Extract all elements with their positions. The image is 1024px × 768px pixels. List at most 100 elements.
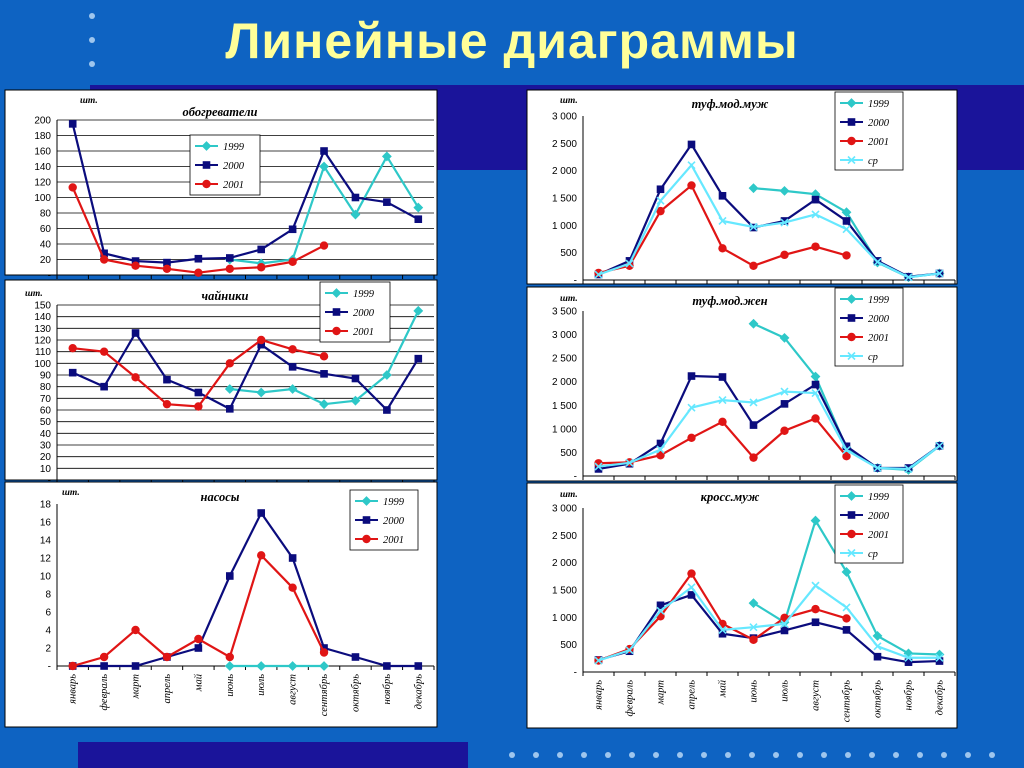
chart-title: обогреватели (183, 105, 258, 119)
legend-label: 1999 (868, 99, 890, 110)
y-tick-label: 160 (34, 147, 51, 158)
x-tick-label: май (718, 679, 729, 698)
decor-dot (989, 752, 995, 758)
legend-label: 2000 (868, 511, 890, 522)
data-point (842, 446, 851, 455)
data-point (194, 634, 203, 644)
legend-marker (201, 141, 212, 151)
decor-dot (89, 13, 95, 19)
data-point (718, 417, 727, 426)
data-point (288, 225, 297, 234)
legend-marker (847, 529, 856, 539)
legend-label: ср (868, 352, 878, 363)
legend-marker (331, 288, 342, 298)
series-line (71, 123, 419, 264)
data-point (811, 414, 820, 423)
legend-marker (846, 98, 857, 108)
legend-marker (847, 118, 856, 126)
legend-marker (847, 314, 856, 322)
decor-dot (533, 752, 539, 758)
legend-label: 2000 (353, 308, 375, 319)
decor-dot (869, 752, 875, 758)
series-line (72, 510, 419, 668)
series-ср (594, 161, 944, 282)
data-point (68, 120, 77, 128)
y-tick-label: 150 (34, 301, 51, 312)
data-point (194, 388, 203, 397)
x-tick-label: август (811, 680, 822, 711)
data-point (718, 192, 727, 200)
data-point (718, 216, 727, 226)
y-tick-label: 80 (40, 209, 52, 220)
x-tick-label: август (288, 674, 299, 705)
y-tick-label: 90 (40, 371, 52, 382)
unit-label: шт. (80, 96, 98, 106)
chart-sneakers-men: 3 000 2 500 2 000 1 500 1 000 500 - январь февра… (526, 482, 958, 729)
chart-title: насосы (201, 490, 240, 504)
y-tick-label: 1 000 (552, 221, 577, 232)
data-point (935, 269, 944, 278)
chart-heaters: 200 180 160 140 120 100 80 60 40 20 - обогреватели ш… (4, 89, 438, 282)
unit-label: шт. (560, 490, 578, 500)
legend-label: ср (868, 549, 878, 560)
series-1999 (224, 661, 329, 671)
decor-dot (701, 752, 707, 758)
data-point (257, 509, 266, 517)
y-tick-label: 500 (560, 248, 577, 259)
data-point (904, 464, 913, 473)
data-point (256, 661, 267, 671)
data-point (131, 662, 140, 670)
data-point (811, 618, 820, 627)
data-point (257, 245, 266, 254)
x-tick-label: март (131, 674, 142, 700)
data-point (194, 402, 203, 411)
data-point (811, 195, 820, 204)
data-point (68, 343, 77, 353)
data-point (656, 196, 665, 205)
decor-dot (773, 752, 779, 758)
y-tick-label: 20 (40, 255, 52, 266)
data-point (873, 257, 882, 267)
data-point (288, 583, 297, 592)
data-point (131, 373, 140, 382)
data-point (749, 453, 758, 462)
legend-label: 1999 (383, 497, 405, 508)
decor-dot (629, 752, 635, 758)
legend-label: 1999 (223, 142, 245, 153)
legend-box (834, 287, 904, 367)
data-point (68, 368, 77, 377)
y-tick-label: 120 (34, 178, 51, 189)
chart-shoes-men: 3 000 2 500 2 000 1 500 1 000 500 - туф.мод.муж… (526, 89, 958, 287)
decor-dot (89, 61, 95, 67)
data-point (780, 400, 789, 408)
y-tick-label: 140 (34, 162, 51, 173)
data-point (383, 198, 391, 206)
x-tick-label: сентябрь (842, 680, 853, 723)
y-tick-label: 130 (34, 324, 51, 335)
data-point (656, 206, 665, 216)
x-tick-label: декабрь (935, 680, 946, 716)
series-line (598, 163, 940, 279)
data-point (904, 273, 913, 282)
series-2001 (68, 335, 329, 411)
data-point (811, 388, 820, 398)
y-tick-label: 180 (34, 131, 51, 142)
data-point (625, 257, 634, 265)
unit-label: шт. (560, 294, 578, 304)
data-point (842, 225, 851, 234)
data-point (718, 629, 727, 638)
data-point (257, 551, 266, 560)
data-point (687, 403, 696, 412)
y-tick-label: 110 (35, 347, 51, 358)
legend-label: 2000 (868, 118, 890, 129)
decor-dot (581, 752, 587, 758)
data-point (873, 463, 882, 473)
data-point (381, 151, 392, 162)
series-line (598, 593, 940, 664)
decor-dot (821, 752, 827, 758)
legend-marker (847, 548, 856, 558)
chart-title: туф.мод.муж (692, 97, 769, 111)
legend-marker (202, 179, 211, 189)
data-point (194, 268, 203, 277)
legend-label: ср (868, 156, 878, 167)
